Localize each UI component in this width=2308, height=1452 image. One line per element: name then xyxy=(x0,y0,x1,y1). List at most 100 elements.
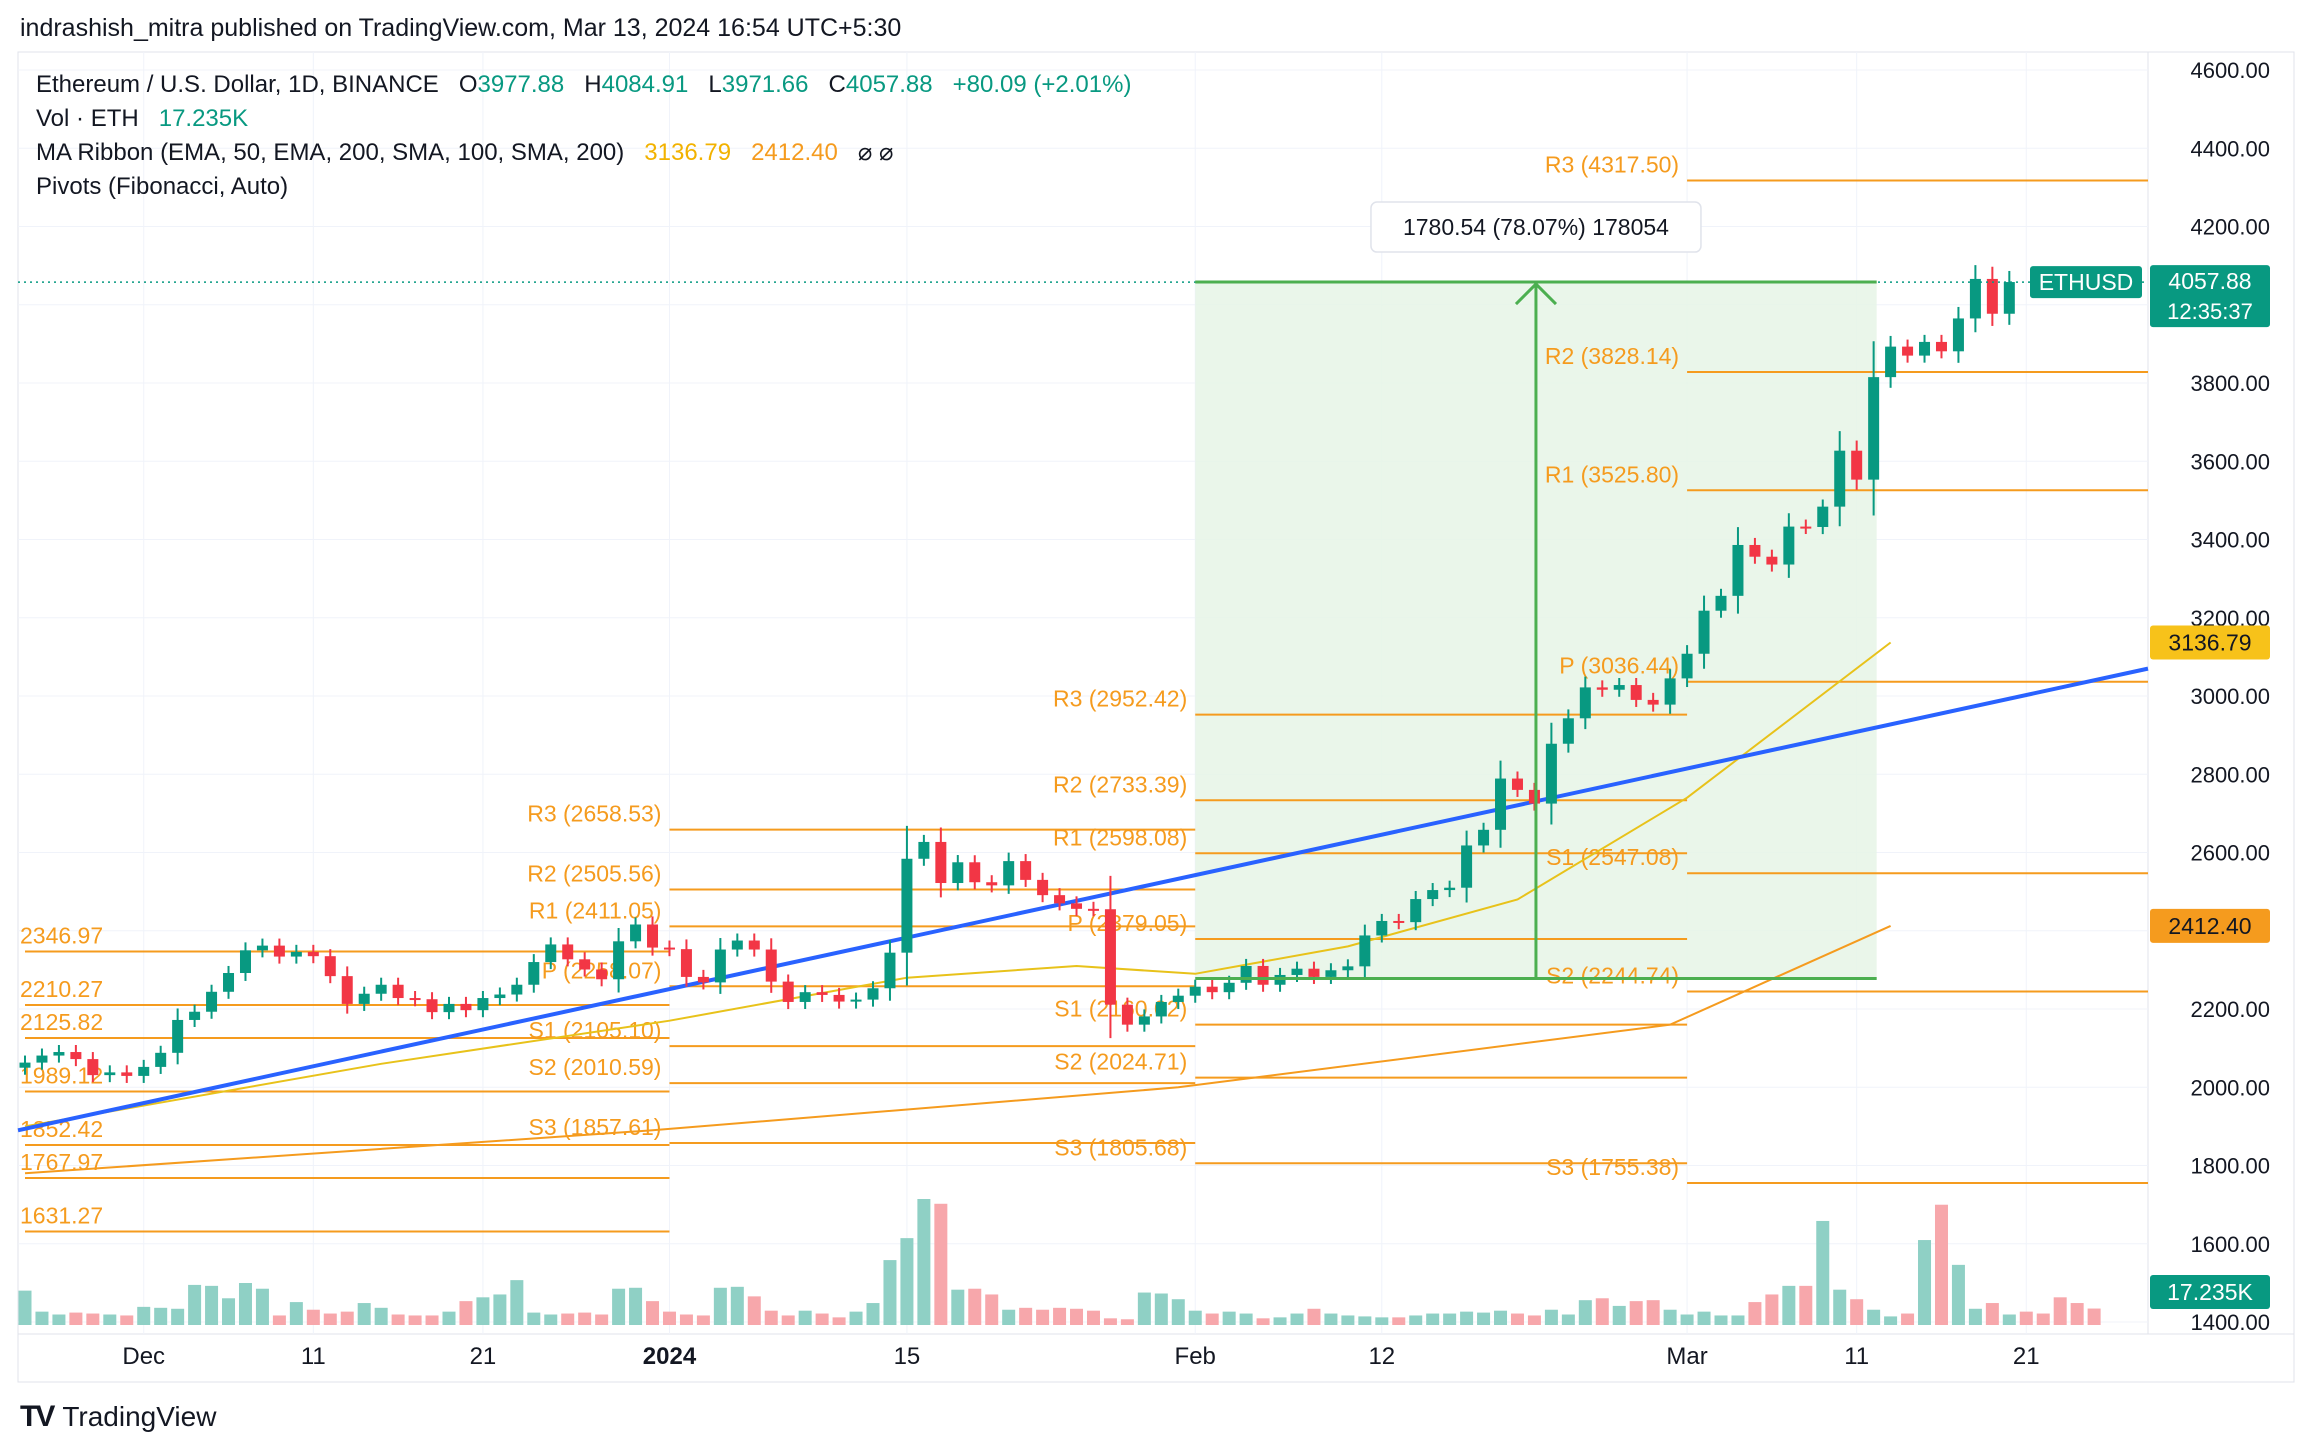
candle[interactable] xyxy=(1342,959,1354,978)
candle[interactable] xyxy=(409,991,421,1007)
candle[interactable] xyxy=(1240,958,1252,990)
candle[interactable] xyxy=(138,1059,150,1083)
candle[interactable] xyxy=(1020,854,1032,887)
candle[interactable] xyxy=(697,969,709,990)
candle[interactable] xyxy=(579,952,591,977)
candle[interactable] xyxy=(53,1044,65,1063)
candle[interactable] xyxy=(596,962,608,987)
legend-symbol[interactable]: Ethereum / U.S. Dollar, 1D, BINANCE xyxy=(36,71,439,98)
candle[interactable] xyxy=(1800,519,1812,535)
candle[interactable] xyxy=(986,875,998,893)
candle[interactable] xyxy=(1834,431,1846,527)
candle[interactable] xyxy=(104,1065,116,1083)
candle[interactable] xyxy=(1783,513,1795,578)
candle[interactable] xyxy=(1952,306,1964,363)
candle[interactable] xyxy=(1189,979,1201,1003)
candle[interactable] xyxy=(901,825,913,986)
candle[interactable] xyxy=(256,938,268,958)
candle[interactable] xyxy=(782,974,794,1010)
candle[interactable] xyxy=(1969,265,1981,333)
candle[interactable] xyxy=(647,916,659,956)
candle[interactable] xyxy=(765,938,777,993)
candle[interactable] xyxy=(1427,883,1439,907)
candle[interactable] xyxy=(121,1065,133,1083)
legend-ma-label[interactable]: MA Ribbon (EMA, 50, EMA, 200, SMA, 100, … xyxy=(36,139,625,166)
legend-pivots-label[interactable]: Pivots (Fibonacci, Auto) xyxy=(36,173,289,200)
trendline[interactable] xyxy=(17,666,2149,1133)
candle[interactable] xyxy=(1919,334,1931,363)
candle[interactable] xyxy=(680,939,692,987)
candle[interactable] xyxy=(1851,440,1863,490)
candle[interactable] xyxy=(1986,266,1998,326)
candle[interactable] xyxy=(341,966,353,1014)
price-axis[interactable]: 4600.004400.004200.004000.003800.003600.… xyxy=(2190,58,2270,1335)
candle[interactable] xyxy=(443,996,455,1020)
candle[interactable] xyxy=(833,987,845,1009)
candle[interactable] xyxy=(36,1048,48,1070)
candle[interactable] xyxy=(1902,339,1914,363)
candle[interactable] xyxy=(1410,890,1422,931)
candle[interactable] xyxy=(613,928,625,993)
candle[interactable] xyxy=(731,933,743,957)
candle[interactable] xyxy=(2003,270,2015,325)
candle[interactable] xyxy=(1037,872,1049,903)
candle[interactable] xyxy=(1766,549,1778,572)
candle[interactable] xyxy=(358,986,370,1011)
candle[interactable] xyxy=(748,933,760,957)
candle[interactable] xyxy=(714,938,726,994)
candle[interactable] xyxy=(1087,901,1099,917)
candle[interactable] xyxy=(1681,645,1693,688)
candle[interactable] xyxy=(545,937,557,970)
candle[interactable] xyxy=(19,1055,31,1075)
candle[interactable] xyxy=(1562,709,1574,753)
candle[interactable] xyxy=(1817,499,1829,535)
candle[interactable] xyxy=(460,996,472,1018)
tradingview-brand[interactable]: TV TradingView xyxy=(20,1400,216,1434)
candle[interactable] xyxy=(884,940,896,1001)
candle[interactable] xyxy=(324,949,336,984)
candle[interactable] xyxy=(426,992,438,1020)
candle[interactable] xyxy=(1630,678,1642,707)
candle[interactable] xyxy=(1495,760,1507,848)
candle[interactable] xyxy=(1444,880,1456,898)
candle[interactable] xyxy=(1511,771,1523,797)
candle[interactable] xyxy=(1478,822,1490,853)
candle[interactable] xyxy=(528,954,540,993)
trendline-line[interactable] xyxy=(17,666,2149,1133)
candle[interactable] xyxy=(1359,924,1371,978)
candle[interactable] xyxy=(87,1052,99,1083)
candle[interactable] xyxy=(189,1004,201,1027)
candle[interactable] xyxy=(70,1044,82,1067)
candle[interactable] xyxy=(1698,595,1710,669)
candle[interactable] xyxy=(307,944,319,964)
candle[interactable] xyxy=(1206,979,1218,1000)
candle[interactable] xyxy=(1054,888,1066,911)
candle[interactable] xyxy=(1155,994,1167,1024)
candle[interactable] xyxy=(155,1045,167,1074)
candle[interactable] xyxy=(952,855,964,891)
candle[interactable] xyxy=(1613,678,1625,697)
candle[interactable] xyxy=(799,985,811,1009)
candle[interactable] xyxy=(1071,896,1083,916)
measure-overlay[interactable]: 1780.54 (78.07%) 178054 xyxy=(18,201,2148,980)
candle[interactable] xyxy=(969,855,981,890)
candle[interactable] xyxy=(663,940,675,957)
candle[interactable] xyxy=(562,937,574,967)
candle[interactable] xyxy=(273,938,285,964)
candle[interactable] xyxy=(816,985,828,1002)
candle[interactable] xyxy=(630,917,642,949)
candle[interactable] xyxy=(392,977,404,1006)
candle[interactable] xyxy=(1749,537,1761,564)
candle[interactable] xyxy=(206,984,218,1019)
candle[interactable] xyxy=(172,1008,184,1065)
candle[interactable] xyxy=(1003,852,1015,894)
candle[interactable] xyxy=(1393,913,1405,930)
candle[interactable] xyxy=(1325,963,1337,984)
candle[interactable] xyxy=(867,981,879,1007)
candle[interactable] xyxy=(1579,676,1591,730)
candle[interactable] xyxy=(1545,722,1557,825)
candle[interactable] xyxy=(1138,1009,1150,1032)
candle[interactable] xyxy=(239,942,251,981)
candle[interactable] xyxy=(1461,830,1473,903)
